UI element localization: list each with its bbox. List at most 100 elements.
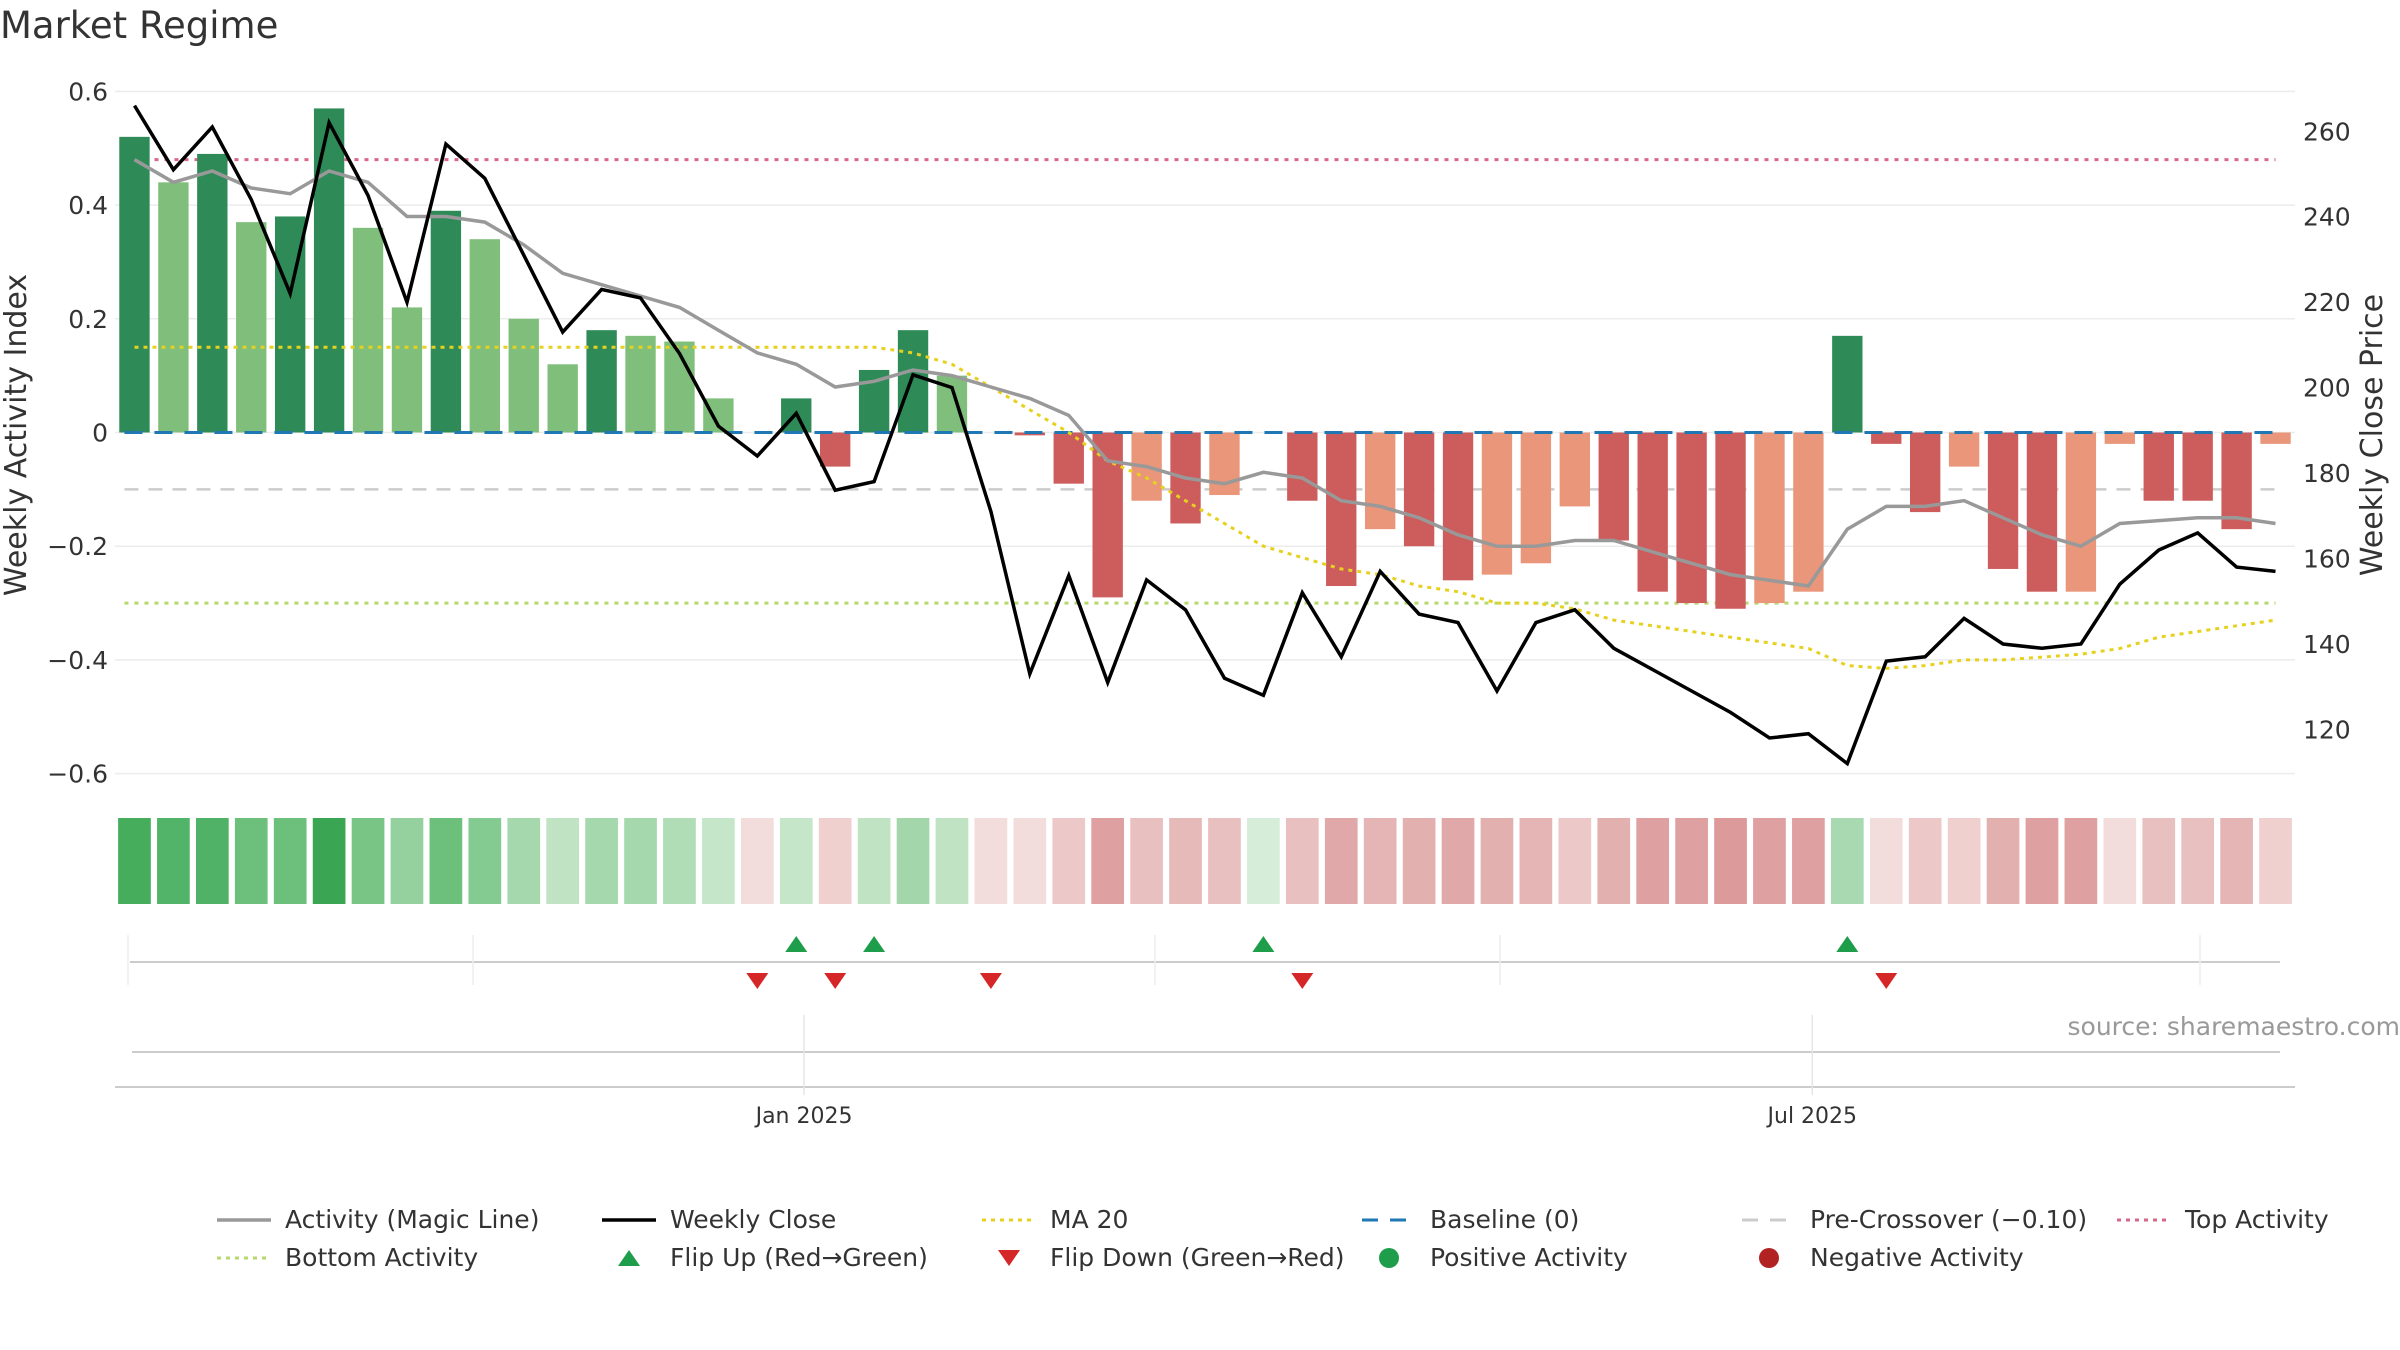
- activity-bar: [1559, 432, 1591, 507]
- heat-cell: [1675, 818, 1708, 904]
- activity-bar: [1715, 432, 1746, 609]
- heat-cell: [195, 818, 229, 904]
- y2-tick-label: 120: [2303, 715, 2351, 744]
- activity-bar: [1676, 432, 1707, 604]
- activity-bar: [1287, 432, 1318, 501]
- activity-bar: [158, 182, 189, 433]
- legend-swatch: [1742, 1218, 1796, 1221]
- heat-cell: [1052, 818, 1086, 904]
- legend: Activity (Magic Line) Weekly Close MA 20 Ba…: [215, 1205, 2335, 1285]
- heat-cell: [1558, 818, 1592, 904]
- legend-item: Bottom Activity: [215, 1243, 478, 1272]
- activity-bars: [119, 108, 2291, 609]
- y-axis-right: 260 240 220 200 180 160 140 120: [2303, 117, 2351, 744]
- activity-bar: [2182, 432, 2213, 501]
- heat-cell: [1830, 818, 1864, 904]
- heat-cell: [702, 818, 735, 904]
- x-tick-label: Jul 2025: [1766, 1104, 1858, 1129]
- heat-cell: [1208, 818, 1241, 904]
- flip-up-marker: [785, 936, 808, 952]
- legend-label: MA 20: [1050, 1205, 1129, 1234]
- heat-cell: [1363, 818, 1397, 904]
- legend-label: Activity (Magic Line): [285, 1205, 540, 1234]
- heat-cell: [1402, 818, 1436, 904]
- activity-bar: [1481, 432, 1513, 575]
- chart-title: Market Regime: [0, 4, 279, 47]
- heat-cell: [1597, 818, 1631, 904]
- activity-bar: [1403, 432, 1435, 547]
- legend-triangle-up-icon: [618, 1249, 640, 1266]
- heat-cell: [157, 818, 190, 904]
- activity-bar: [1754, 432, 1785, 604]
- heat-cell: [468, 818, 502, 904]
- legend-swatch: [217, 1217, 271, 1222]
- y2-axis-label: Weekly Close Price: [2355, 294, 2390, 576]
- flip-down-marker: [824, 973, 847, 989]
- y2-tick-label: 140: [2303, 630, 2351, 659]
- activity-bar: [1598, 432, 1629, 541]
- legend-item: MA 20: [980, 1205, 1128, 1234]
- heat-cell: [429, 818, 463, 904]
- legend-label: Negative Activity: [1810, 1243, 2024, 1272]
- activity-bar: [1053, 432, 1084, 484]
- y-axis-left: 0.6 0.4 0.2 0 −0.2 −0.4 −0.6: [47, 77, 108, 788]
- heat-cell: [818, 818, 852, 904]
- heat-strip: [118, 818, 2292, 904]
- activity-bar: [430, 210, 462, 433]
- activity-bar: [1793, 432, 1824, 592]
- heat-cell: [1714, 818, 1747, 904]
- flip-markers-panel: [127, 935, 2280, 989]
- y-axis-label: Weekly Activity Index: [0, 274, 34, 596]
- activity-bar: [1637, 432, 1668, 592]
- heat-cell: [2064, 818, 2098, 904]
- y2-tick-label: 160: [2303, 545, 2351, 574]
- weekly-close-line: [133, 104, 2276, 767]
- heat-cell: [1285, 818, 1319, 904]
- legend-swatch: [602, 1217, 656, 1222]
- activity-bar: [197, 153, 228, 433]
- heat-cell: [1986, 818, 2020, 904]
- activity-bar: [1948, 432, 1980, 467]
- activity-bar: [586, 330, 617, 433]
- activity-bar: [2143, 432, 2174, 501]
- y2-tick-label: 180: [2303, 459, 2351, 488]
- y2-tick-label: 200: [2303, 374, 2351, 403]
- activity-bar: [236, 222, 267, 433]
- legend-item: Activity (Magic Line): [215, 1205, 539, 1234]
- heat-cell: [1753, 818, 1786, 904]
- activity-bar: [508, 318, 539, 433]
- legend-label: Bottom Activity: [285, 1243, 479, 1272]
- heat-cell: [2220, 818, 2253, 904]
- y-tick-label: −0.4: [47, 646, 108, 675]
- legend-label: Pre-Crossover (−0.10): [1810, 1205, 2088, 1234]
- heat-cell: [1908, 818, 1942, 904]
- heat-cell: [273, 818, 307, 904]
- heat-cell: [896, 818, 930, 904]
- activity-bar: [1987, 432, 2019, 569]
- y2-tick-label: 220: [2303, 288, 2351, 317]
- x-tick-label: Jan 2025: [754, 1104, 853, 1129]
- legend-item: Flip Up (Red→Green): [600, 1243, 928, 1272]
- heat-cell: [546, 818, 580, 904]
- legend-label: Flip Up (Red→Green): [670, 1243, 928, 1272]
- legend-swatch: [618, 1249, 640, 1266]
- y2-tick-label: 260: [2303, 117, 2351, 146]
- heat-cell: [2025, 818, 2059, 904]
- legend-label: Top Activity: [2185, 1205, 2329, 1234]
- activity-bar: [352, 227, 384, 433]
- y-tick-label: −0.6: [47, 760, 108, 789]
- activity-bar: [469, 239, 501, 433]
- heat-cell: [1636, 818, 1670, 904]
- legend-triangle-down-icon: [998, 1249, 1020, 1266]
- heat-cell: [1441, 818, 1475, 904]
- heat-cell: [1169, 818, 1202, 904]
- legend-item: Weekly Close: [600, 1205, 836, 1234]
- heat-cell: [740, 818, 774, 904]
- activity-bar: [1832, 335, 1863, 433]
- heat-cell: [585, 818, 618, 904]
- activity-bar: [2104, 432, 2136, 444]
- source-credit: source: sharemaestro.com: [2067, 1012, 2400, 1041]
- legend-circle-icon: [1759, 1247, 1779, 1268]
- heat-cell: [624, 818, 657, 904]
- y2-tick-label: 240: [2303, 203, 2351, 232]
